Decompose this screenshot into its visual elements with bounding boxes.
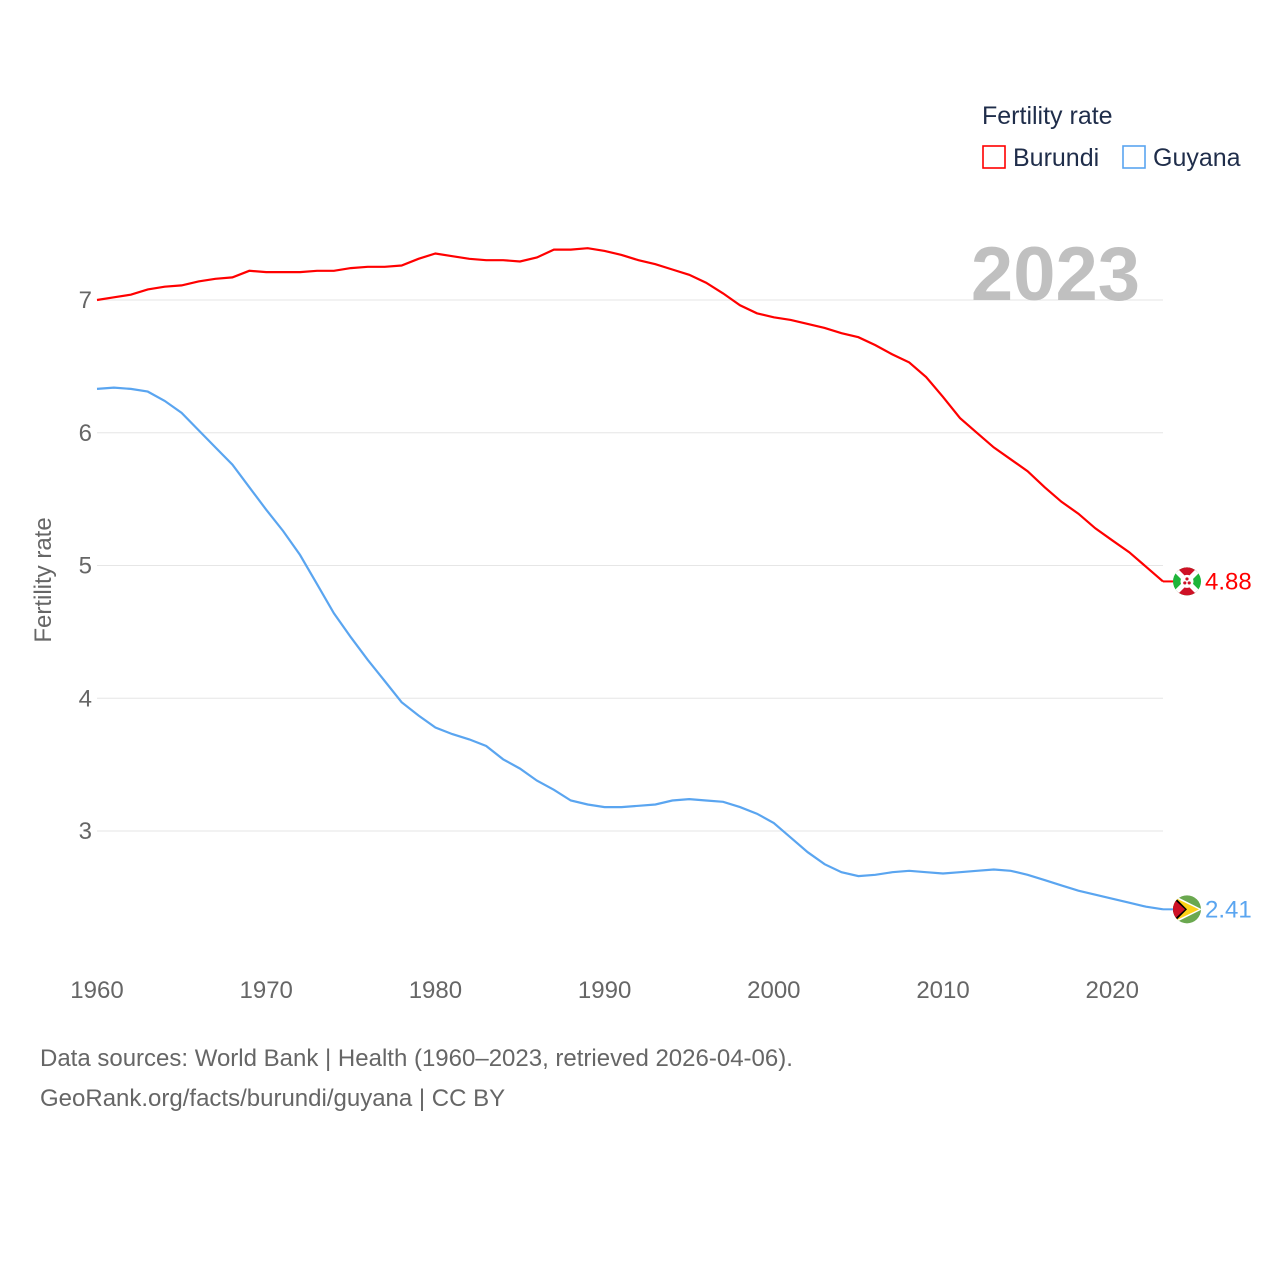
- legend-swatch-guyana: [1122, 145, 1146, 169]
- y-tick-label: 7: [79, 287, 92, 314]
- guyana-flag-icon: [1173, 895, 1201, 924]
- y-tick-label: 3: [79, 818, 92, 845]
- y-tick-label: 4: [79, 685, 92, 712]
- flag-body: [1173, 567, 1201, 596]
- flag-disc: [1180, 574, 1194, 588]
- footer-link[interactable]: GeoRank.org/facts/burundi/guyana | CC BY: [40, 1085, 506, 1112]
- flag-red: [1173, 897, 1185, 922]
- guyana-end-value: 2.41: [1205, 896, 1252, 923]
- legend-label-burundi[interactable]: Burundi: [1013, 144, 1099, 172]
- flag-star: [1183, 581, 1187, 585]
- x-tick-label: 1970: [240, 977, 293, 1004]
- flag-body: [1173, 895, 1201, 924]
- x-tick-label: 1980: [409, 977, 462, 1004]
- x-tick-label: 2010: [916, 977, 969, 1004]
- legend-label-guyana[interactable]: Guyana: [1153, 144, 1241, 172]
- burundi-flag-icon: [1173, 567, 1201, 596]
- legend-title: Fertility rate: [982, 102, 1113, 130]
- y-axis-label: Fertility rate: [30, 517, 57, 642]
- burundi-line: [96, 247, 1164, 583]
- flag-star: [1187, 581, 1191, 585]
- x-tick-label: 2000: [747, 977, 800, 1004]
- flag-star: [1185, 577, 1189, 581]
- footer-sources: Data sources: World Bank | Health (1960–…: [40, 1045, 793, 1072]
- y-tick-label: 6: [79, 420, 92, 447]
- y-tick-label: 5: [79, 553, 92, 580]
- x-tick-label: 1990: [578, 977, 631, 1004]
- guyana-line: [96, 386, 1164, 911]
- x-tick-label: 1960: [70, 977, 123, 1004]
- year-label: 2023: [971, 232, 1140, 317]
- burundi-end-value: 4.88: [1205, 568, 1252, 595]
- legend-swatch-burundi: [982, 145, 1006, 169]
- x-tick-label: 2020: [1086, 977, 1139, 1004]
